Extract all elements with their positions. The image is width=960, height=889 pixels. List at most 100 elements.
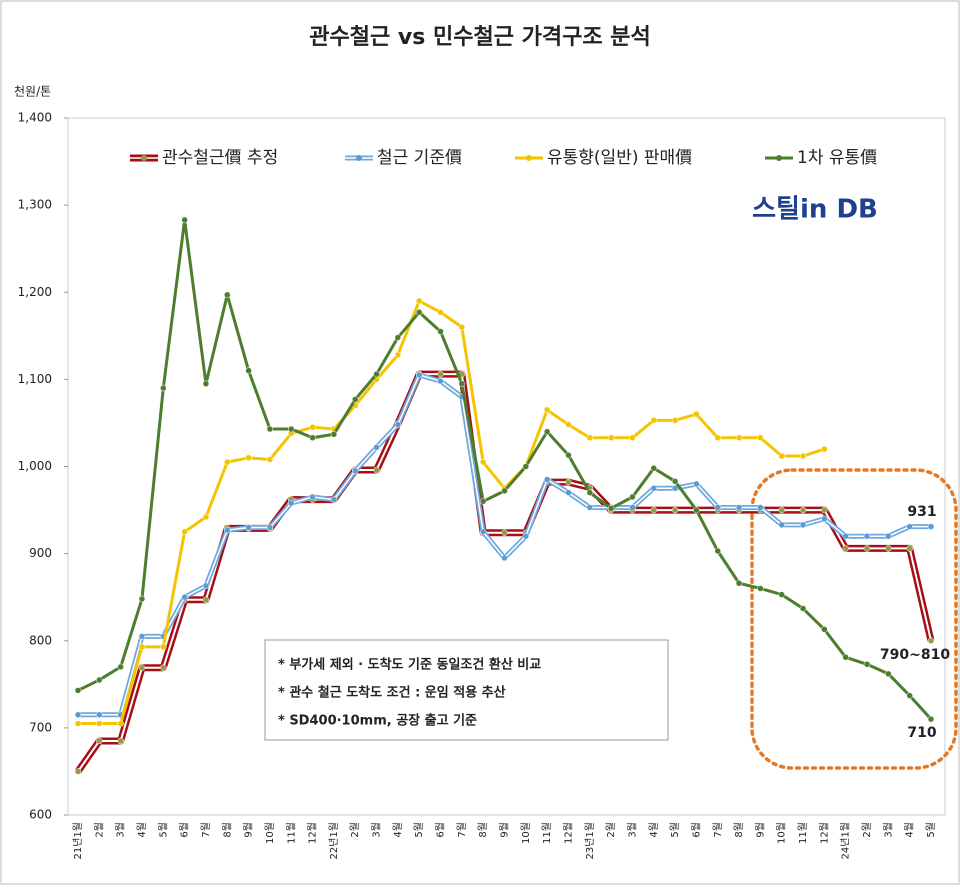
point: [799, 506, 807, 514]
point: [245, 367, 252, 374]
x-tick-label: 5월: [669, 822, 681, 838]
y-tick-label: 1,300: [18, 198, 52, 212]
point: [821, 506, 828, 514]
point: [394, 421, 402, 428]
point: [671, 485, 679, 492]
point: [693, 506, 700, 514]
point: [842, 545, 849, 552]
point: [650, 464, 658, 472]
point: [735, 434, 743, 441]
point: [479, 528, 487, 536]
point: [117, 720, 124, 727]
point: [479, 458, 487, 466]
x-tick-label: 5월: [413, 822, 425, 838]
point: [863, 661, 871, 668]
x-tick-label: 11월: [285, 822, 297, 844]
legend-label: 1차 유통價: [797, 148, 877, 168]
point: [437, 328, 444, 335]
point: [693, 480, 700, 488]
point: [522, 463, 530, 470]
point: [863, 532, 871, 540]
point: [96, 737, 103, 745]
legend-marker: [141, 155, 147, 161]
legend-marker: [356, 155, 362, 161]
x-tick-label: 11월: [797, 822, 809, 844]
point: [74, 768, 82, 775]
note: * 관수 철근 도착도 조건 : 운임 적용 추산: [278, 685, 506, 701]
x-tick-label: 21년1월: [72, 822, 84, 860]
point: [288, 499, 295, 507]
x-tick-label: 12월: [562, 822, 574, 844]
point: [927, 637, 935, 644]
point: [394, 334, 402, 341]
point: [927, 523, 935, 530]
point: [309, 493, 316, 501]
point: [565, 478, 572, 486]
x-tick-label: 23년1월: [584, 822, 596, 860]
point: [671, 417, 679, 424]
highlight-box: [750, 468, 958, 770]
point: [181, 593, 188, 601]
point: [778, 521, 785, 529]
point: [479, 498, 487, 505]
point: [288, 425, 295, 433]
point: [160, 384, 167, 392]
x-tick-label: 3월: [371, 822, 383, 838]
point: [96, 676, 103, 684]
point: [586, 504, 594, 511]
point: [202, 513, 210, 521]
x-tick-label: 6월: [690, 822, 702, 838]
x-tick-label: 3월: [626, 822, 638, 838]
point: [458, 323, 466, 331]
point: [821, 626, 828, 633]
y-tick-label: 1,400: [18, 111, 52, 125]
y-tick-label: 600: [29, 808, 52, 822]
x-tick-label: 2월: [605, 822, 617, 838]
point: [437, 377, 444, 385]
point: [629, 504, 636, 511]
point: [245, 524, 252, 531]
x-tick-label: 6월: [435, 822, 447, 838]
x-tick-label: 7월: [456, 822, 468, 838]
legend-label: 유통향(일반) 판매價: [547, 148, 692, 168]
y-tick-label: 700: [29, 720, 52, 734]
point: [437, 309, 444, 316]
point: [671, 478, 679, 485]
point: [565, 489, 572, 496]
point: [224, 458, 231, 466]
point: [799, 452, 807, 460]
x-tick-label: 12월: [307, 822, 319, 844]
y-tick-label: 800: [29, 633, 52, 647]
point: [74, 720, 82, 727]
x-tick-label: 8월: [477, 822, 489, 838]
point: [501, 529, 508, 536]
point: [906, 523, 913, 530]
point: [96, 711, 103, 719]
point: [160, 664, 167, 672]
x-tick-label: 8월: [733, 822, 745, 838]
point: [821, 445, 828, 453]
point: [885, 545, 892, 552]
legend-marker: [526, 155, 532, 161]
x-tick-label: 22년1월: [328, 822, 340, 860]
point: [330, 496, 338, 503]
point: [74, 711, 82, 719]
point: [778, 591, 785, 598]
point: [650, 506, 658, 514]
x-tick-label: 2월: [349, 822, 361, 838]
point: [650, 417, 658, 424]
point: [160, 643, 167, 651]
point: [799, 521, 807, 529]
x-tick-label: 4월: [136, 822, 148, 838]
note: * 부가세 제외 · 도착도 기준 동일조건 환산 비교: [278, 657, 541, 673]
point: [586, 489, 594, 496]
point: [714, 547, 721, 555]
point: [927, 715, 935, 723]
point: [565, 451, 572, 459]
annotation: 710: [907, 725, 936, 741]
point: [117, 663, 124, 671]
point: [266, 456, 274, 463]
point: [501, 487, 508, 495]
point: [629, 434, 636, 441]
point: [74, 687, 82, 694]
